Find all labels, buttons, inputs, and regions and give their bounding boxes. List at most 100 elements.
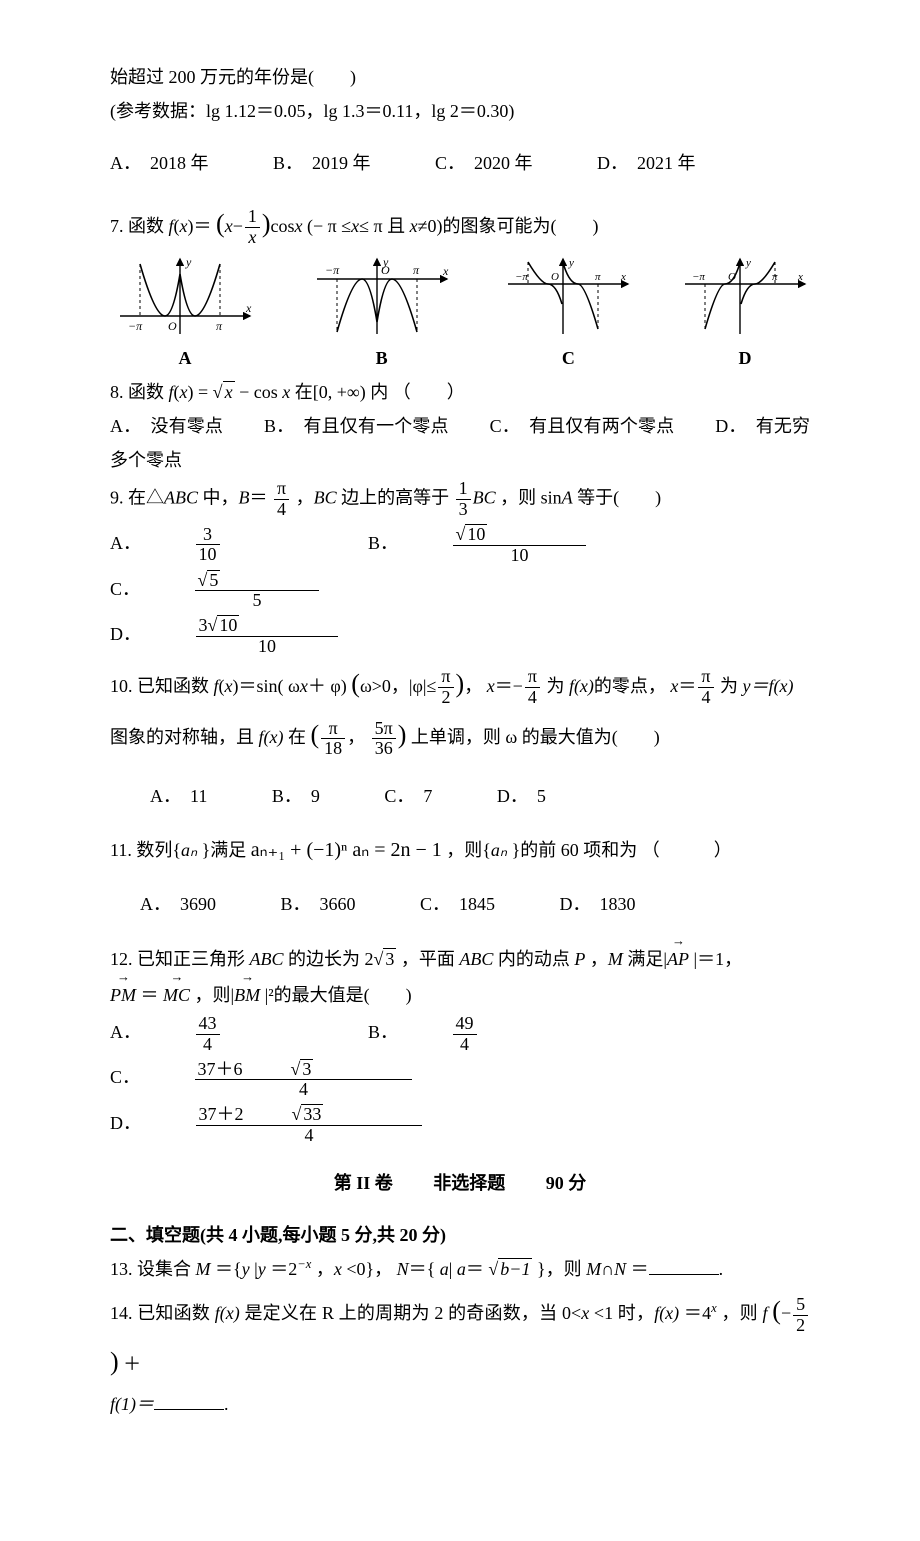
q14-fx2: f(x) [654, 1303, 679, 1323]
q8-tail: 内 （ ） [370, 382, 465, 402]
q11-opt-b: B． 3660 [281, 887, 356, 921]
q12-options: A． 434 B． 494 C． 37＋6√34 D． 37＋2√334 [110, 1012, 810, 1148]
q9-stem: 9. 在△ABC 中，B＝ π4 ，BC 边上的高等于 13BC ，则 sinA… [110, 477, 810, 522]
q13-lt0: <0}， [346, 1259, 392, 1279]
q8-options: A． 没有零点 B． 有且仅有一个零点 C． 有且仅有两个零点 D． 有无穷多个… [110, 409, 810, 477]
q13-blank [649, 1256, 719, 1275]
q13-stem: 13. 设集合 M ＝{y |y ＝2−x ，x <0}， N＝{ a| a＝ … [110, 1252, 810, 1286]
q12-AP-vec: AP [667, 940, 689, 976]
q12-MC-vec: MC [163, 976, 190, 1012]
svg-text:−π: −π [692, 271, 705, 283]
svg-text:−π: −π [128, 319, 143, 333]
q13-close: }，则 [537, 1259, 586, 1279]
q12-opt-a: A． 434 [110, 1012, 316, 1057]
q13-cond1: ， [316, 1259, 334, 1279]
q12-mid5: 满足| [627, 949, 667, 969]
svg-text:−π: −π [515, 271, 528, 283]
q9-eq: ＝ [250, 488, 268, 508]
section2-title: 第 II 卷 非选择题 90 分 [110, 1166, 810, 1200]
q9-opt-b: B． √1010 [368, 522, 682, 568]
q8-minus-cos: − cos [239, 382, 282, 402]
q13-def2: ＝{ [409, 1259, 436, 1279]
svg-text:−π: −π [325, 263, 340, 277]
q9-mid3: ， [296, 488, 314, 508]
q10-stem-line2: 图象的对称轴，且 f(x) 在 (π18， 5π36) 上单调，则 ω 的最大值… [110, 710, 810, 761]
q10-xeq2: ＝ [678, 676, 696, 696]
q7-cond2: ≤ π 且 [359, 216, 409, 236]
q12-mid7: ，则| [195, 985, 235, 1005]
q12-mid1: 的边长为 2 [288, 949, 374, 969]
q10-in: 在 [288, 727, 306, 747]
q13-eq: ＝ [631, 1259, 649, 1279]
q10-fx2: f(x) [259, 727, 284, 747]
q9-options: A． 310 B． √1010 C． √55 D． 3√1010 [110, 522, 810, 659]
q13-N2: N [614, 1259, 626, 1279]
q7-label-b: B [307, 341, 457, 375]
q10-opt-c: C． 7 [384, 779, 432, 813]
q13-y2: y [258, 1259, 266, 1279]
q14-mid3: ，则 [721, 1303, 762, 1323]
q6-stem-cont: 始超过 200 万元的年份是( ) [110, 60, 810, 94]
q10-opt-b: B． 9 [272, 779, 320, 813]
q12-mid6: |＝1， [694, 949, 743, 969]
q14-mid2: <1 时， [594, 1303, 654, 1323]
q10-feq: ＝sin( ω [239, 676, 300, 696]
svg-text:y: y [382, 255, 389, 269]
q14-eq: ＝4 [684, 1303, 711, 1323]
q7-graphs: −π π O y x A −π π O y x B [110, 254, 810, 375]
q9-bc2: BC [473, 488, 496, 508]
svg-text:y: y [568, 257, 574, 269]
q14-x1: x [581, 1303, 589, 1323]
q7-stem: 7. 函数 f(x)＝ (x−1x)cosx (− π ≤x≤ π 且 x≠0)… [110, 199, 810, 250]
q8-opt-b: B． 有且仅有一个零点 [264, 416, 449, 436]
q6-opt-c: C． 2020 年 [435, 146, 533, 180]
q11-opt-a: A． 3690 [140, 887, 216, 921]
q11-prefix: 11. 数列{ [110, 840, 181, 860]
q9-13: 13 [456, 479, 471, 520]
q14-fx: f(x) [215, 1303, 240, 1323]
q11-opt-c: C． 1845 [420, 887, 495, 921]
q12-stem-line1: 12. 已知正三角形 ABC 的边长为 2√3 ，平面 ABC 内的动点 P ，… [110, 940, 810, 976]
q7-graph-d: −π π O y x D [680, 254, 810, 375]
q8-stem: 8. 函数 f(x) = √x − cos x 在[0, +∞) 内 （ ） [110, 375, 810, 409]
q11-an2: aₙ [491, 840, 507, 860]
q10-options: A． 11 B． 9 C． 7 D． 5 [110, 779, 810, 813]
q12-P: P [574, 949, 585, 969]
q6-opt-b: B． 2019 年 [273, 146, 371, 180]
q9-opt-d: D． 3√1010 [110, 613, 434, 659]
q10-opt-a: A． 11 [150, 779, 207, 813]
svg-text:x: x [797, 271, 803, 283]
q9-opt-a: A． 310 [110, 523, 316, 568]
section2-p2: 非选择题 [433, 1173, 505, 1193]
q13-N: N [397, 1259, 409, 1279]
svg-text:O: O [551, 271, 559, 283]
q11-opt-d: D． 1830 [560, 887, 636, 921]
q12-opt-d: D． 37＋2√334 [110, 1102, 518, 1148]
q9-mid1: 中， [203, 488, 239, 508]
q13-pipe2: | [449, 1259, 453, 1279]
q7-prefix: 7. 函数 [110, 216, 169, 236]
q10-comma1: ， [464, 676, 482, 696]
q14-prefix: 14. 已知函数 [110, 1303, 215, 1323]
q7-label-d: D [680, 341, 810, 375]
q12-mid2: ，平面 [401, 949, 460, 969]
q12-M: M [608, 949, 623, 969]
q11-mid1: }满足 [202, 840, 247, 860]
q13-a2: a [457, 1259, 466, 1279]
q14-sup: x [711, 1301, 717, 1315]
svg-text:O: O [168, 319, 177, 333]
q9-mid5: ，则 sin [500, 488, 562, 508]
q13-dot: . [719, 1259, 724, 1279]
q8-interval: [0, +∞) [313, 382, 366, 402]
q12-mid8: |²的最大值是( ) [265, 985, 412, 1005]
svg-text:y: y [185, 255, 192, 269]
q13-M: M [196, 1259, 211, 1279]
q13-a1: a [440, 1259, 449, 1279]
q10-zero: 的零点， [594, 676, 666, 696]
svg-text:π: π [772, 271, 778, 283]
q14-stem: 14. 已知函数 f(x) 是定义在 R 上的周期为 2 的奇函数，当 0<x … [110, 1286, 810, 1387]
q13-x: x [334, 1259, 342, 1279]
q9-bc: BC [314, 488, 337, 508]
q14-blank [154, 1391, 224, 1410]
q7-graph-b: −π π O y x B [307, 254, 457, 375]
